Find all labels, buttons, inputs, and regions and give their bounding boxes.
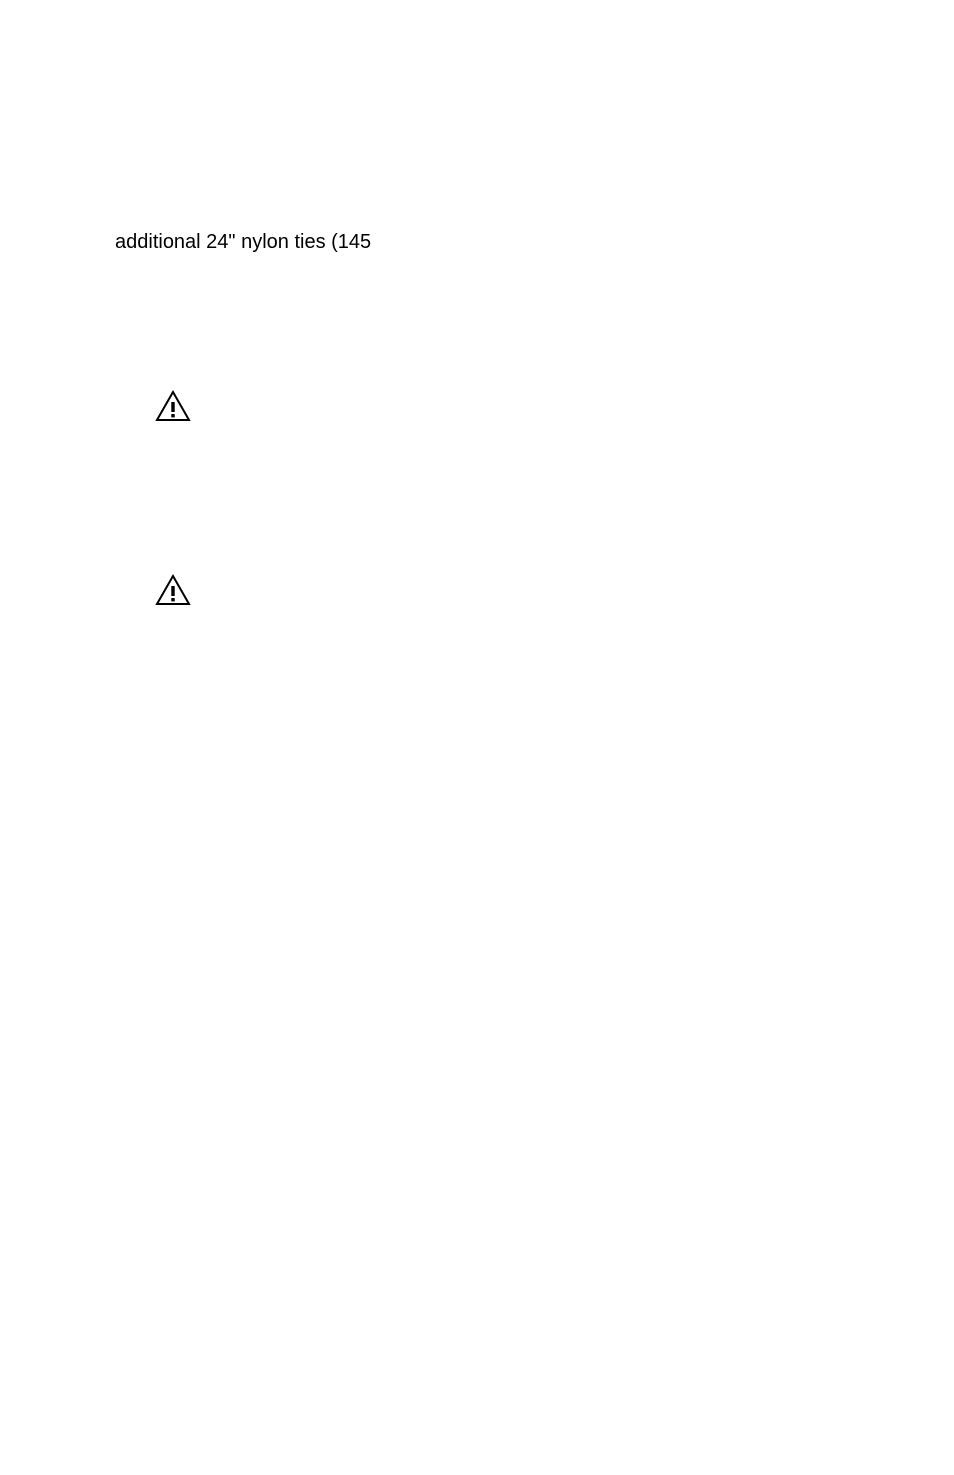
body-text: additional 24" nylon ties (145 <box>115 228 371 256</box>
warning-icon <box>155 390 191 422</box>
warning-icon <box>155 574 191 606</box>
